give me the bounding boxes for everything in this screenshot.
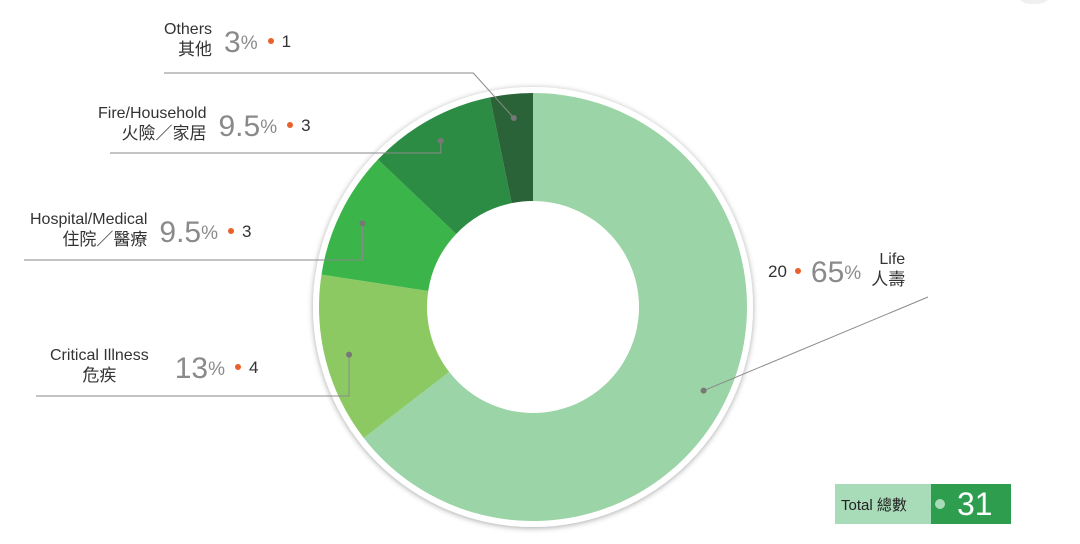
donut-slice-fire-household: [377, 97, 512, 234]
bullet-dot: [794, 268, 801, 274]
donut-slice-others: [489, 93, 533, 204]
label-fire: Fire/Household 火險／家居 9.5% 3: [98, 105, 311, 143]
percent-sign: %: [844, 262, 862, 284]
leader-line-others: [164, 72, 517, 121]
total-dot: [935, 499, 945, 509]
leader-line-life: [700, 296, 929, 394]
bullet-dot: [267, 38, 274, 44]
bullet-dot: [228, 228, 235, 234]
label-life-cn: 人壽: [871, 270, 906, 289]
label-others: Others 其他 3% 1: [164, 21, 292, 59]
label-life-count: 20: [768, 261, 787, 281]
label-critical-percent: 13: [174, 352, 209, 385]
label-critical-count: 4: [248, 357, 259, 377]
label-fire-count: 3: [301, 115, 311, 135]
donut-slice-life: [363, 93, 747, 521]
label-fire-cn: 火險／家居: [121, 124, 207, 143]
label-critical-cn: 危疾: [82, 366, 117, 385]
leader-line-hospital-medical: [24, 220, 366, 261]
total-label: Total 總數: [835, 484, 931, 524]
percent-sign: %: [240, 32, 258, 54]
label-life-percent: 65: [810, 256, 845, 289]
label-others-en: Others: [164, 21, 213, 38]
label-others-cn: 其他: [178, 40, 213, 59]
label-hospital-percent: 9.5: [159, 216, 202, 249]
bullet-dot: [234, 364, 241, 370]
label-others-count: 1: [281, 31, 292, 51]
label-hospital: Hospital/Medical 住院／醫療 9.5% 3: [30, 211, 252, 249]
leader-line-critical-illness: [36, 351, 353, 397]
percent-sign: %: [201, 222, 219, 244]
label-fire-en: Fire/Household: [98, 105, 207, 122]
bullet-dot: [287, 122, 294, 128]
total-value: 31: [957, 485, 993, 522]
label-others-percent: 3: [224, 26, 241, 59]
label-hospital-en: Hospital/Medical: [30, 211, 148, 228]
donut-slice-hospital-medical: [321, 159, 457, 291]
label-life-en: Life: [879, 251, 906, 268]
label-hospital-count: 3: [242, 221, 252, 241]
percent-sign: %: [260, 116, 278, 138]
label-hospital-cn: 住院／醫療: [62, 230, 148, 249]
total-value-box: 31: [931, 484, 1011, 524]
label-critical-en: Critical Illness: [50, 347, 149, 364]
corner-decoration: [1016, 0, 1052, 4]
label-life: 20 65% Life 人壽: [768, 251, 906, 289]
label-critical: Critical Illness 危疾 13% 4: [50, 347, 259, 385]
donut-slice-critical-illness: [318, 274, 450, 438]
total-box: Total 總數 31: [835, 484, 1011, 524]
leader-line-fire-household: [110, 137, 444, 154]
label-fire-percent: 9.5: [218, 110, 261, 143]
percent-sign: %: [208, 358, 225, 380]
